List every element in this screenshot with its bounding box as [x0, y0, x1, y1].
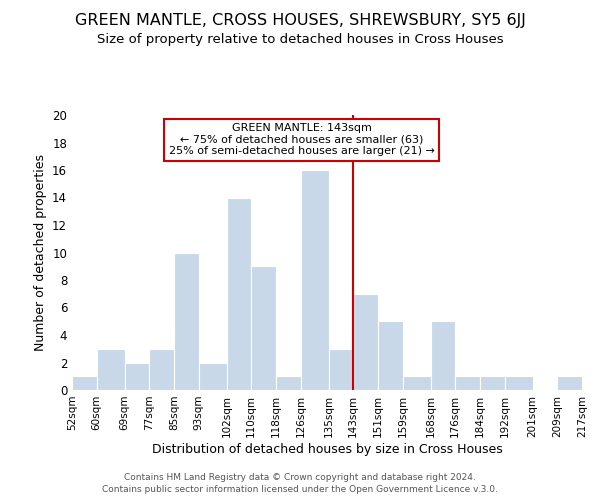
Bar: [403, 376, 431, 390]
Bar: [149, 349, 174, 390]
Text: Contains public sector information licensed under the Open Government Licence v.: Contains public sector information licen…: [102, 485, 498, 494]
Bar: [329, 349, 353, 390]
Bar: [505, 376, 533, 390]
Bar: [97, 349, 125, 390]
Bar: [431, 322, 455, 390]
Text: Size of property relative to detached houses in Cross Houses: Size of property relative to detached ho…: [97, 32, 503, 46]
Y-axis label: Number of detached properties: Number of detached properties: [34, 154, 47, 351]
Text: GREEN MANTLE, CROSS HOUSES, SHREWSBURY, SY5 6JJ: GREEN MANTLE, CROSS HOUSES, SHREWSBURY, …: [74, 12, 526, 28]
Bar: [199, 362, 227, 390]
Bar: [455, 376, 480, 390]
Text: GREEN MANTLE: 143sqm
← 75% of detached houses are smaller (63)
25% of semi-detac: GREEN MANTLE: 143sqm ← 75% of detached h…: [169, 123, 434, 156]
Bar: [72, 376, 97, 390]
Bar: [276, 376, 301, 390]
Bar: [301, 170, 329, 390]
Bar: [353, 294, 378, 390]
Bar: [480, 376, 505, 390]
X-axis label: Distribution of detached houses by size in Cross Houses: Distribution of detached houses by size …: [152, 442, 502, 456]
Bar: [251, 266, 276, 390]
Bar: [557, 376, 582, 390]
Bar: [125, 362, 149, 390]
Bar: [174, 252, 199, 390]
Bar: [227, 198, 251, 390]
Text: Contains HM Land Registry data © Crown copyright and database right 2024.: Contains HM Land Registry data © Crown c…: [124, 472, 476, 482]
Bar: [378, 322, 403, 390]
